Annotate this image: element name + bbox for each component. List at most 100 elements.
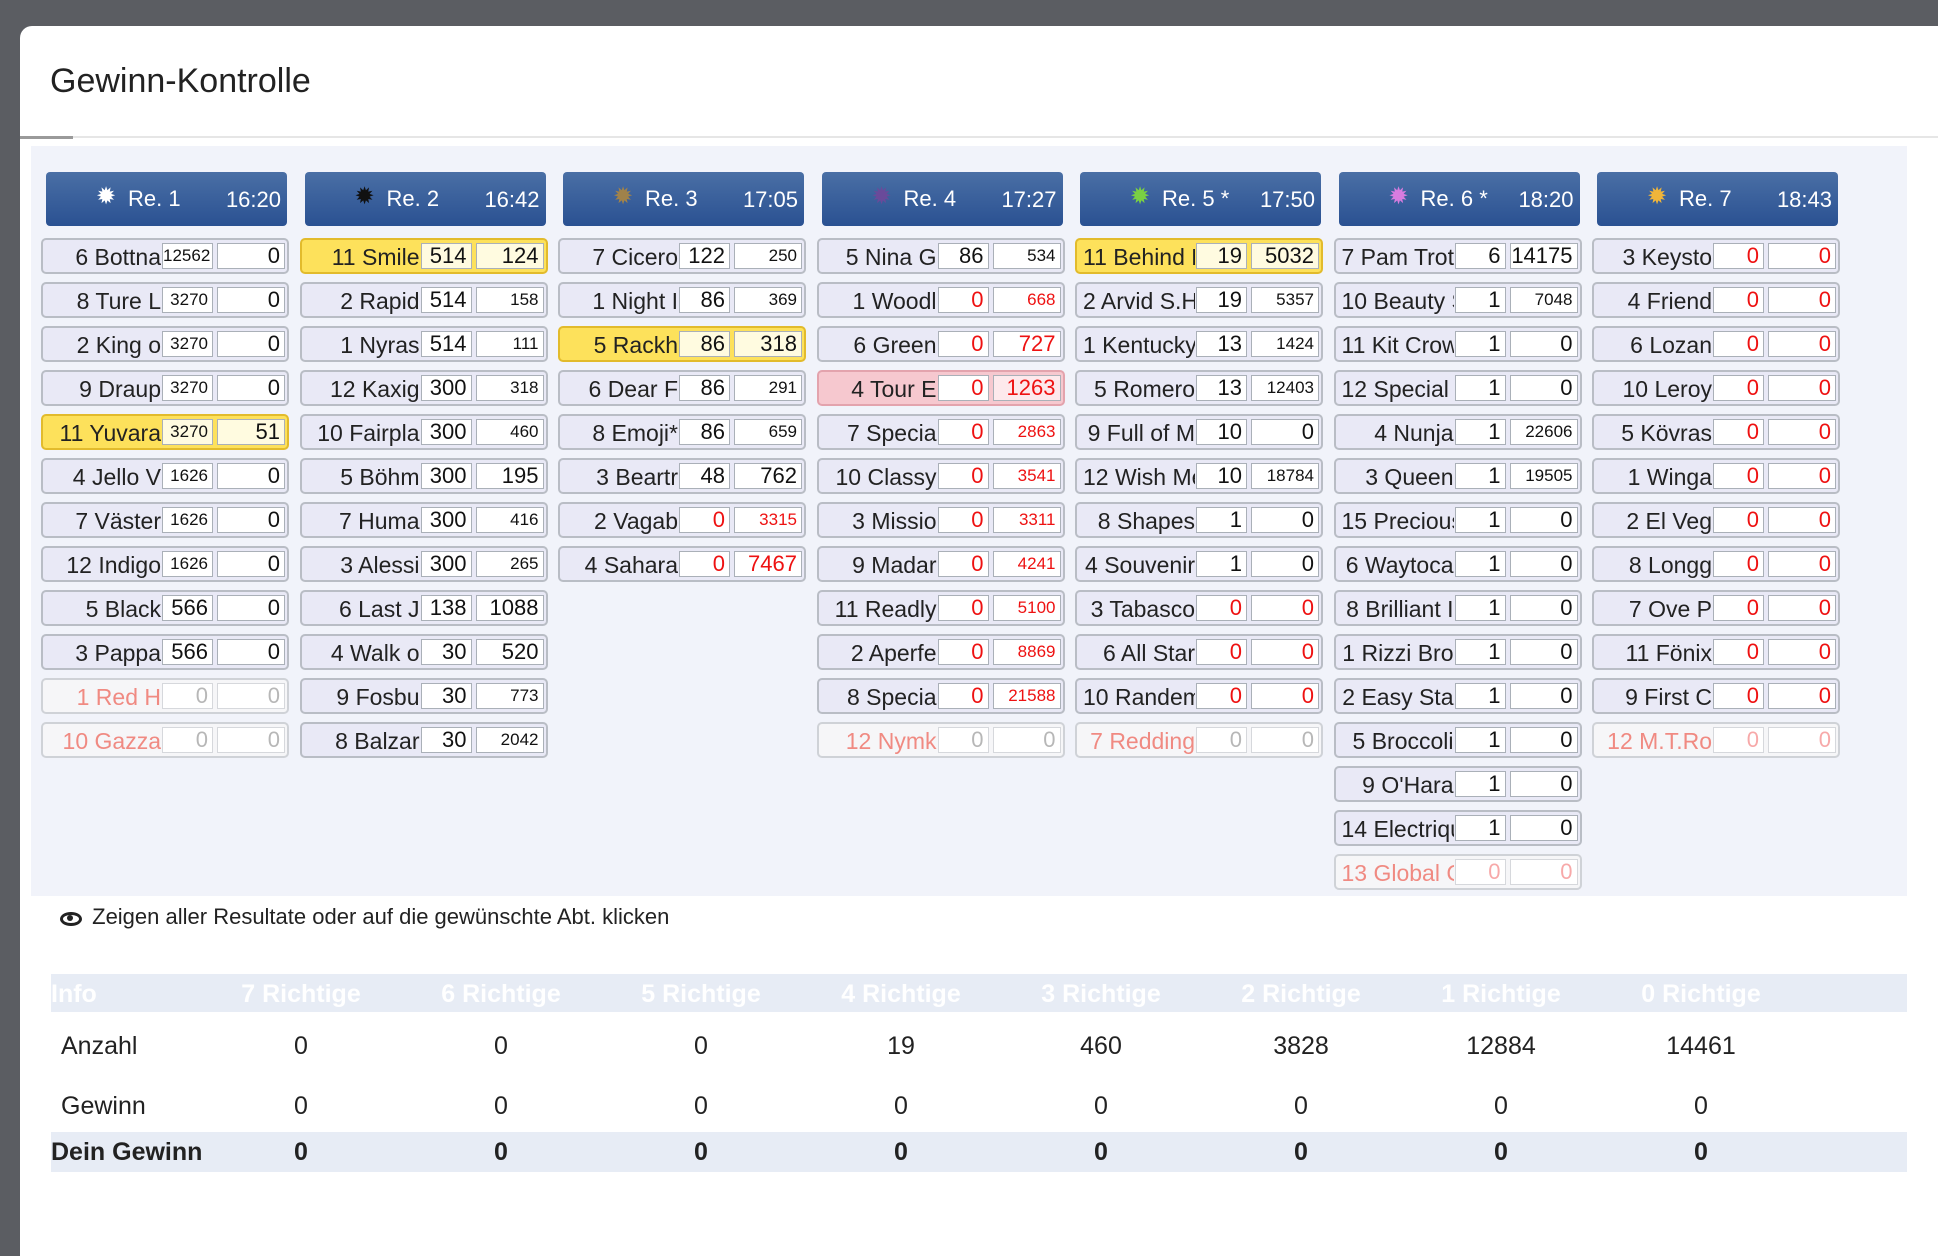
runner-row[interactable]: 9 Draup 3270 0	[41, 370, 289, 406]
runner-row[interactable]: 12 Special G10	[1333, 370, 1582, 406]
runner-row[interactable]: 12 Kaxig 300 318	[299, 370, 548, 406]
runner-row[interactable]: 5 Böhm 300 195	[299, 458, 548, 494]
runner-row[interactable]: 7 Cicero 122 250	[558, 238, 806, 274]
runner-name: 13 Global C	[1341, 860, 1454, 886]
race-header-button[interactable]: ✹ Re. 2 16:42	[304, 172, 546, 226]
runner-row[interactable]: 8 Balzar 30 2042	[299, 722, 548, 758]
runner-row[interactable]: 7 Redding 0 0	[1075, 722, 1323, 758]
runner-row[interactable]: 5 Nina G 86 534	[816, 238, 1065, 274]
runner-row[interactable]: 9 Fosbu 30 773	[299, 678, 548, 714]
runner-row[interactable]: 3 Beartr 48 762	[558, 458, 806, 494]
runner-row[interactable]: 11 Kit Crow 1 0	[1333, 326, 1582, 362]
runner-row[interactable]: 6 Dear F 86 291	[558, 370, 806, 406]
runner-row[interactable]: 10 Beauty S17048	[1333, 282, 1582, 318]
runner-row[interactable]: 12 Wish Me 10 18784	[1075, 458, 1323, 494]
info-line[interactable]: Zeigen aller Resultate oder auf die gewü…	[60, 904, 669, 930]
runner-row[interactable]: 2 Vagab 0 3315	[558, 502, 806, 538]
runner-row[interactable]: 11 Readly 0 5100	[816, 590, 1065, 626]
runner-row[interactable]: 6 Green 0 727	[816, 326, 1065, 362]
runner-row[interactable]: 9 Madar 0 4241	[816, 546, 1065, 582]
runner-row[interactable]: 1 Rizzi Bro 1 0	[1333, 634, 1582, 670]
runner-row[interactable]: 4 Souvenir 1 0	[1075, 546, 1323, 582]
runner-row[interactable]: 2 Aperfe 0 8869	[816, 634, 1065, 670]
race-header-button[interactable]: ✹ Re. 3 17:05	[563, 172, 804, 226]
runner-name: 1 Kentucky	[1083, 332, 1195, 358]
runner-row[interactable]: 5 Kövras 0 0	[1592, 414, 1840, 450]
runner-row[interactable]: 4 Jello V 1626 0	[41, 458, 289, 494]
runner-row[interactable]: 10 Randem 0 0	[1075, 678, 1323, 714]
runner-row[interactable]: 12 Indigo 1626 0	[41, 546, 289, 582]
runner-row[interactable]: 3 Queen 1 19505	[1333, 458, 1582, 494]
runner-row[interactable]: 7 Väster 1626 0	[41, 502, 289, 538]
runner-row[interactable]: 5 Rackh 86 318	[558, 326, 806, 362]
runner-row[interactable]: 3 Tabasco 0 0	[1075, 590, 1323, 626]
runner-row[interactable]: 2 Easy Sta 1 0	[1333, 678, 1582, 714]
runner-row[interactable]: 2 El Veg 0 0	[1592, 502, 1840, 538]
runner-row[interactable]: 5 Broccoli 1 0	[1333, 722, 1582, 758]
runner-row[interactable]: 1 Night I 86 369	[558, 282, 806, 318]
race-header-button[interactable]: ✹ Re. 4 17:27	[821, 172, 1063, 226]
runner-row[interactable]: 7 Specia 0 2863	[816, 414, 1065, 450]
runner-row[interactable]: 6 Lozan 0 0	[1592, 326, 1840, 362]
summary-cell: 0	[694, 1032, 708, 1060]
race-label: Re. 4	[903, 186, 957, 211]
runner-name: 8 Shapes	[1097, 508, 1195, 534]
runner-row[interactable]: 9 Full of M 10 0	[1075, 414, 1323, 450]
runner-row[interactable]: 7 Huma 300 416	[299, 502, 548, 538]
runner-row[interactable]: 6 Bottna 12562 0	[41, 238, 289, 274]
runner-row[interactable]: 6 Waytoca 1 0	[1333, 546, 1582, 582]
runner-row[interactable]: 2 King o 3270 0	[41, 326, 289, 362]
runner-row[interactable]: 4 Friend 0 0	[1592, 282, 1840, 318]
race-header-button[interactable]: ✹ Re. 6 * 18:20	[1338, 172, 1580, 226]
runner-bet-count: 1626	[162, 463, 213, 489]
runner-row[interactable]: 8 Longg 0 0	[1592, 546, 1840, 582]
runner-row[interactable]: 7 Pam Trot 6 14175	[1333, 238, 1582, 274]
runner-row[interactable]: 2 Rapid 514 158	[299, 282, 548, 318]
runner-row[interactable]: 10 Classy 0 3541	[816, 458, 1065, 494]
runner-name: 3 Tabasco	[1090, 596, 1195, 622]
runner-row[interactable]: 11 Smile 514 124	[299, 238, 548, 274]
runner-row[interactable]: 1 Woodl 0 668	[816, 282, 1065, 318]
runner-row[interactable]: 5 Black 566 0	[41, 590, 289, 626]
runner-row[interactable]: 11 Yuvara 3270 51	[41, 414, 289, 450]
runner-row[interactable]: 8 Specia 0 21588	[816, 678, 1065, 714]
runner-payout: 0	[217, 639, 285, 665]
runner-row[interactable]: 4 Sahara 0 7467	[558, 546, 806, 582]
runner-row[interactable]: 8 Ture L 3270 0	[41, 282, 289, 318]
runner-row[interactable]: 4 Tour E 0 1263	[816, 370, 1065, 406]
runner-row[interactable]: 6 Last J 138 1088	[299, 590, 548, 626]
runner-row[interactable]: 15 Precious 1 0	[1333, 502, 1582, 538]
runner-row[interactable]: 4 Walk o 30 520	[299, 634, 548, 670]
runner-payout: 21588	[992, 683, 1061, 709]
runner-row[interactable]: 10 Gazza 0 0	[41, 722, 289, 758]
runner-row[interactable]: 12 M.T.Ro 0 0	[1592, 722, 1840, 758]
runner-row[interactable]: 11 Fönix 0 0	[1592, 634, 1840, 670]
runner-row[interactable]: 1 Kentucky 13 1424	[1075, 326, 1323, 362]
runner-row[interactable]: 10 Fairpla 300 460	[299, 414, 548, 450]
runner-row[interactable]: 10 Leroy 0 0	[1592, 370, 1840, 406]
runner-row[interactable]: 3 Pappa 566 0	[41, 634, 289, 670]
runner-row[interactable]: 8 Emoji* 86 659	[558, 414, 806, 450]
runner-row[interactable]: 8 Shapes 1 0	[1075, 502, 1323, 538]
runner-row[interactable]: 12 Nymk 0 0	[816, 722, 1065, 758]
runner-row[interactable]: 11 Behind E 19 5032	[1075, 238, 1323, 274]
runner-row[interactable]: 9 O'Hara 1 0	[1333, 766, 1582, 802]
race-header-button[interactable]: ✹ Re. 1 16:20	[46, 172, 287, 226]
runner-row[interactable]: 5 Romero 13 12403	[1075, 370, 1323, 406]
runner-row[interactable]: 4 Nunja 1 22606	[1333, 414, 1582, 450]
runner-row[interactable]: 1 Winga 0 0	[1592, 458, 1840, 494]
runner-row[interactable]: 14 Electriqu 1 0	[1333, 810, 1582, 846]
runner-row[interactable]: 3 Missio 0 3311	[816, 502, 1065, 538]
runner-row[interactable]: 2 Arvid S.H 19 5357	[1075, 282, 1323, 318]
runner-row[interactable]: 6 All Star 0 0	[1075, 634, 1323, 670]
runner-row[interactable]: 3 Keysto 0 0	[1592, 238, 1840, 274]
runner-row[interactable]: 1 Nyras 514 111	[299, 326, 548, 362]
race-header-button[interactable]: ✹ Re. 5 * 17:50	[1080, 172, 1321, 226]
race-header-button[interactable]: ✹ Re. 7 18:43	[1597, 172, 1838, 226]
runner-row[interactable]: 3 Alessi 300 265	[299, 546, 548, 582]
